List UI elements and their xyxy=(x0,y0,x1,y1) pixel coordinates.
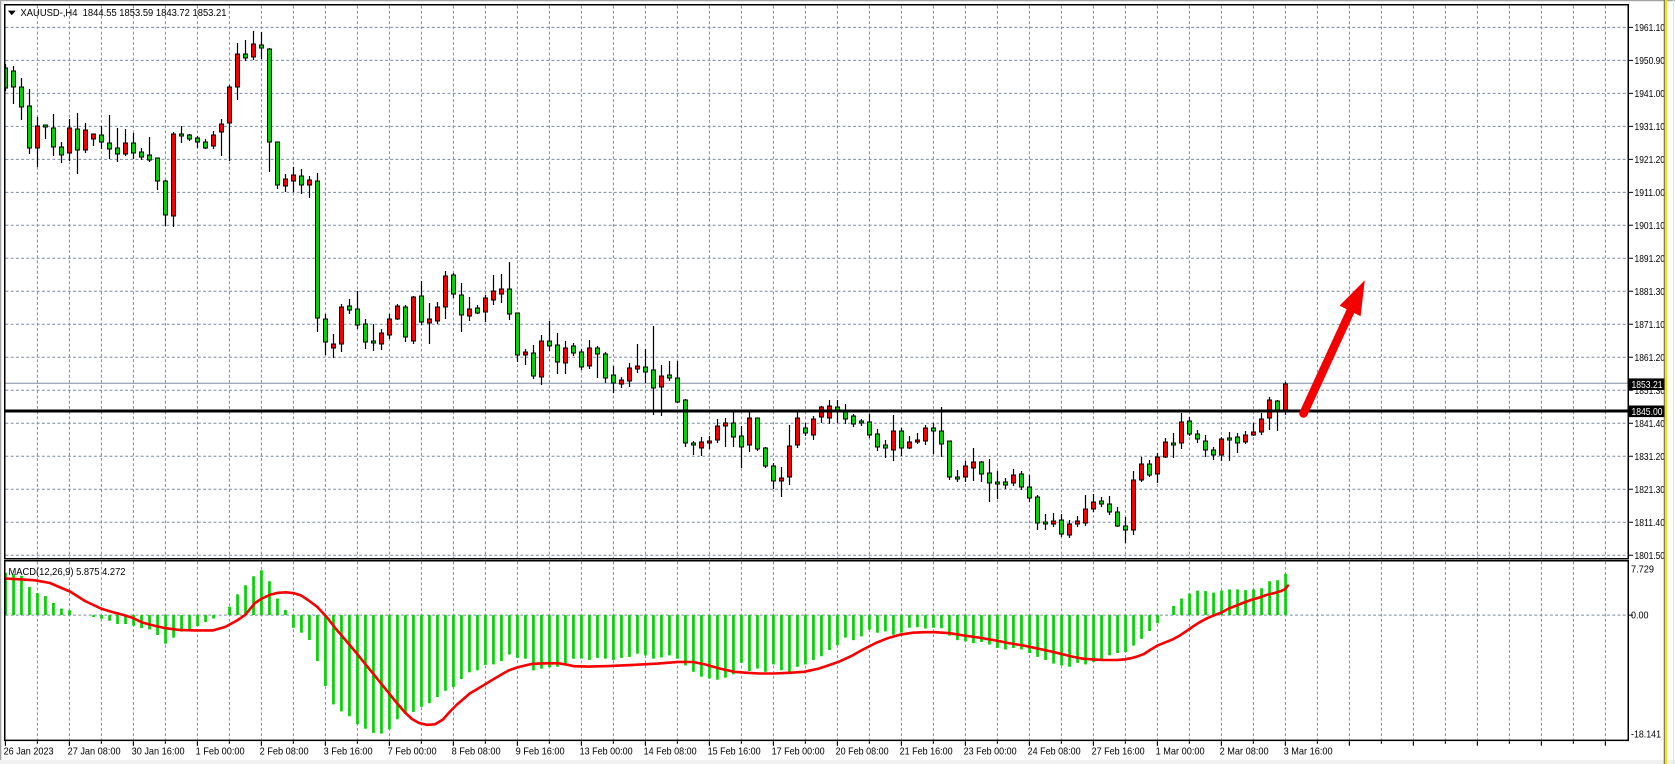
svg-text:20 Feb 08:00: 20 Feb 08:00 xyxy=(836,746,889,758)
svg-text:1921.20: 1921.20 xyxy=(1635,154,1666,166)
svg-text:30 Jan 16:00: 30 Jan 16:00 xyxy=(132,746,185,758)
svg-text:1911.00: 1911.00 xyxy=(1635,187,1666,199)
svg-text:26 Jan 2023: 26 Jan 2023 xyxy=(4,746,54,758)
svg-text:3 Mar 16:00: 3 Mar 16:00 xyxy=(1284,746,1333,758)
svg-text:7.729: 7.729 xyxy=(1631,563,1654,575)
svg-text:23 Feb 00:00: 23 Feb 00:00 xyxy=(964,746,1017,758)
svg-text:15 Feb 16:00: 15 Feb 16:00 xyxy=(708,746,761,758)
svg-text:0.00: 0.00 xyxy=(1631,610,1649,622)
svg-text:17 Feb 00:00: 17 Feb 00:00 xyxy=(772,746,825,758)
svg-text:3 Feb 16:00: 3 Feb 16:00 xyxy=(324,746,373,758)
svg-text:MACD(12,26,9) 5.875 4.272: MACD(12,26,9) 5.875 4.272 xyxy=(9,566,126,578)
svg-text:1845.00: 1845.00 xyxy=(1632,406,1663,418)
svg-text:2 Feb 08:00: 2 Feb 08:00 xyxy=(260,746,309,758)
svg-text:24 Feb 08:00: 24 Feb 08:00 xyxy=(1028,746,1081,758)
svg-text:1821.30: 1821.30 xyxy=(1635,484,1666,496)
svg-text:1891.20: 1891.20 xyxy=(1635,253,1666,265)
svg-text:1961.10: 1961.10 xyxy=(1635,22,1666,34)
svg-text:2 Mar 08:00: 2 Mar 08:00 xyxy=(1220,746,1269,758)
svg-text:21 Feb 16:00: 21 Feb 16:00 xyxy=(900,746,953,758)
svg-text:1881.30: 1881.30 xyxy=(1635,286,1666,298)
svg-text:1901.10: 1901.10 xyxy=(1635,220,1666,232)
svg-text:14 Feb 08:00: 14 Feb 08:00 xyxy=(644,746,697,758)
svg-text:9 Feb 16:00: 9 Feb 16:00 xyxy=(516,746,565,758)
svg-text:13 Feb 00:00: 13 Feb 00:00 xyxy=(580,746,633,758)
svg-text:27 Jan 08:00: 27 Jan 08:00 xyxy=(68,746,121,758)
svg-text:1 Mar 00:00: 1 Mar 00:00 xyxy=(1156,746,1205,758)
svg-text:1853.21: 1853.21 xyxy=(1632,379,1663,391)
svg-text:1811.40: 1811.40 xyxy=(1635,517,1666,529)
svg-text:8 Feb 08:00: 8 Feb 08:00 xyxy=(452,746,501,758)
svg-text:1801.50: 1801.50 xyxy=(1635,550,1666,562)
svg-text:-18.141: -18.141 xyxy=(1631,728,1661,740)
svg-text:1941.00: 1941.00 xyxy=(1635,88,1666,100)
svg-text:1871.10: 1871.10 xyxy=(1635,319,1666,331)
svg-text:27 Feb 16:00: 27 Feb 16:00 xyxy=(1092,746,1145,758)
svg-text:XAUUSD-,H4 1844.55 1853.59 18: XAUUSD-,H4 1844.55 1853.59 1843.72 1853.… xyxy=(21,8,227,19)
svg-text:1831.20: 1831.20 xyxy=(1635,451,1666,463)
svg-text:1 Feb 00:00: 1 Feb 00:00 xyxy=(196,746,245,758)
svg-text:7 Feb 00:00: 7 Feb 00:00 xyxy=(388,746,437,758)
svg-text:1861.20: 1861.20 xyxy=(1635,352,1666,364)
svg-text:1931.10: 1931.10 xyxy=(1635,121,1666,133)
svg-text:1950.90: 1950.90 xyxy=(1635,55,1666,67)
svg-text:1841.40: 1841.40 xyxy=(1635,418,1666,430)
